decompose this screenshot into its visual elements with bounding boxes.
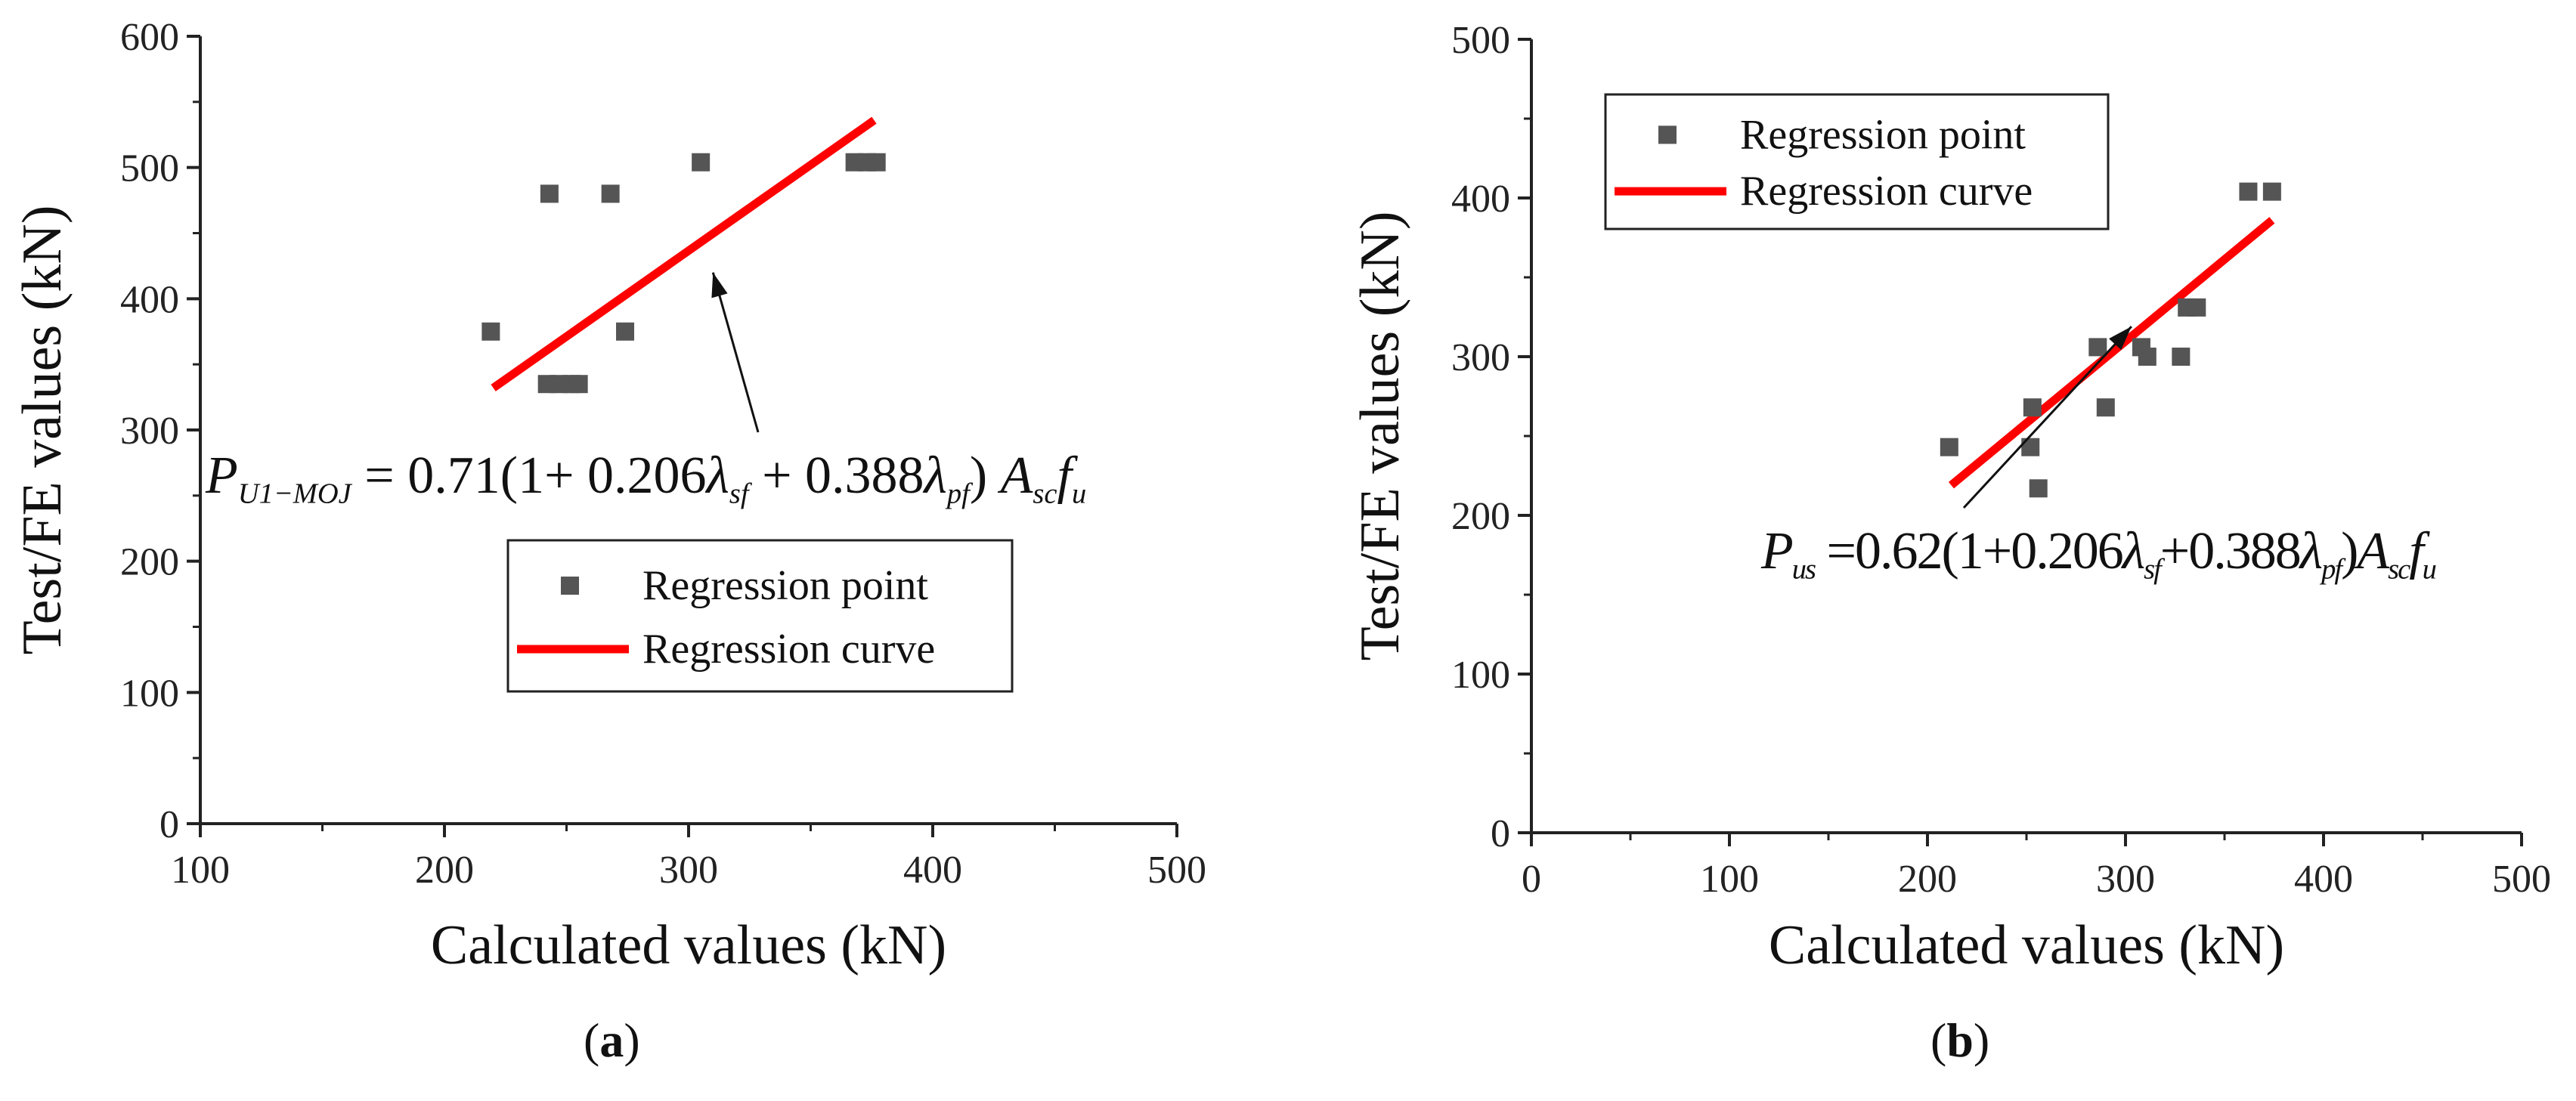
chart-a-annotation-arrow (711, 272, 760, 433)
chart-b-regression-point (2023, 398, 2042, 417)
chart-a-y-tick-label: 300 (120, 410, 179, 453)
chart-a-regression-point (569, 375, 588, 394)
chart-a-regression-point (481, 322, 500, 341)
chart-a-y-tick-label: 0 (159, 803, 179, 846)
chart-b-x-tick-label: 0 (1522, 858, 1541, 901)
chart-b-regression-point (2029, 479, 2048, 498)
chart-b-legend-point-marker (1658, 125, 1677, 144)
chart-a-x-tick-label: 200 (415, 849, 474, 892)
chart-b-formula: Pus =0.62(1+0.206λsf+0.388λpf)Ascfu (1761, 522, 2437, 586)
chart-a-regression-point (601, 184, 620, 203)
chart-b-panel-label: (b) (1930, 1013, 1990, 1067)
chart-b-annotation-arrow (1962, 326, 2132, 509)
chart-b-regression-point (2262, 182, 2281, 201)
chart-b-y-tick-label: 100 (1451, 654, 1510, 697)
chart-b-regression-point (2021, 438, 2040, 456)
chart-a-legend-point-marker (561, 577, 579, 595)
chart-b-regression-point (2187, 298, 2206, 317)
chart-b-x-axis-title: Calculated values (kN) (1769, 914, 2284, 976)
chart-a-y-tick-label: 400 (120, 278, 179, 321)
chart-a-x-tick-label: 300 (659, 849, 718, 892)
chart-a-y-tick-label: 500 (120, 147, 179, 190)
chart-b-regression-point (2172, 348, 2191, 366)
chart-a-regression-point (692, 153, 711, 172)
chart-a-y-tick-label: 100 (120, 672, 179, 715)
chart-a-regression-point (540, 184, 559, 203)
chart-b-legend-label: Regression curve (1740, 168, 2033, 215)
chart-b-regression-point (2088, 338, 2107, 357)
chart-b-y-tick-label: 300 (1451, 336, 1510, 379)
chart-b-regression-point (2239, 182, 2258, 201)
chart-a-x-axis-title: Calculated values (kN) (431, 914, 946, 976)
chart-a-x-tick-label: 400 (903, 849, 962, 892)
chart-b-y-tick-label: 200 (1451, 495, 1510, 538)
chart-a-y-tick-label: 200 (120, 541, 179, 584)
chart-a-legend-box (506, 539, 1014, 693)
chart-b-y-tick-label: 400 (1451, 178, 1510, 221)
chart-b-legend-box (1604, 93, 2110, 230)
chart-b-annotation-arrowhead (2109, 326, 2132, 351)
chart-panel-a: 100 200 300 400 500 0 100 200 300 400 500 600 Calcul… (11, 16, 1206, 1067)
chart-b-x-tick-label: 300 (2096, 858, 2155, 901)
chart-b-regression-point (2096, 398, 2115, 417)
chart-a-regression-point (867, 153, 886, 172)
chart-b-regression-curve (1948, 217, 2275, 489)
chart-a-x-tick-label: 100 (171, 849, 230, 892)
chart-a-annotation-arrowhead (711, 272, 728, 298)
chart-a-svg: 100 200 300 400 5000100200300400500600Calcul… (11, 16, 1206, 976)
chart-a-formula: PU1−MOJ = 0.71(1+ 0.206λsf + 0.388λpf) A… (206, 447, 1087, 510)
chart-b-x-tick-label: 400 (2294, 858, 2353, 901)
chart-b-regression-point (2138, 348, 2156, 366)
chart-b-y-tick-label: 0 (1491, 812, 1510, 855)
chart-b-y-axis-title: Test/FE values (kN) (1349, 212, 1411, 661)
chart-b-legend-label: Regression point (1740, 111, 2026, 158)
chart-a-panel-label: (a) (584, 1013, 640, 1067)
chart-b-y-tick-label: 500 (1451, 19, 1510, 62)
chart-b-x-tick-label: 200 (1898, 858, 1957, 901)
chart-b-svg: 0 100 200 300 400 500 0 100 200 300 400 500 Calculat… (1349, 19, 2551, 976)
chart-a-regression-point (616, 322, 635, 341)
chart-a-legend-label: Regression point (642, 562, 928, 609)
chart-a-y-tick-label: 600 (120, 16, 179, 59)
chart-a-legend-label: Regression curve (642, 626, 935, 673)
chart-panel-b: 0 100 200 300 400 500 0 100 200 300 400 500 Calculat… (1288, 0, 2576, 1101)
chart-a-regression-curve (491, 116, 877, 391)
chart-b-x-tick-label: 500 (2492, 858, 2551, 901)
chart-a-x-tick-label: 500 (1147, 849, 1206, 892)
chart-a-y-axis-title: Test/FE values (kN) (11, 206, 73, 655)
chart-b-x-tick-label: 100 (1700, 858, 1759, 901)
chart-b-regression-point (1940, 438, 1958, 456)
